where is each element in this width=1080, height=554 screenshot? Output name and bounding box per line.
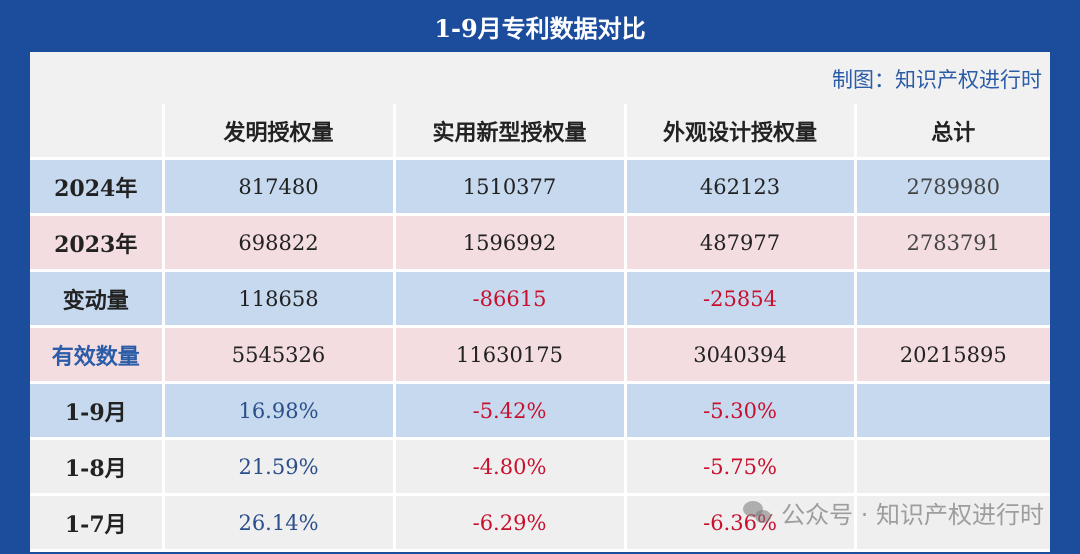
table-cell: 817480 — [163, 158, 396, 216]
watermark-text: 公众号 · 知识产权进行时 — [781, 501, 1044, 529]
table-row: 2023年 698822 1596992 487977 2783791 — [30, 214, 1050, 272]
table-cell: 2789980 — [855, 158, 1050, 216]
row-label: 1-8月 — [30, 438, 165, 496]
table-cell — [855, 270, 1050, 328]
table-row: 1-8月 21.59% -4.80% -5.75% — [30, 438, 1050, 496]
header-design: 外观设计授权量 — [625, 104, 857, 160]
table-cell: -5.42% — [394, 382, 627, 440]
table-cell — [855, 494, 1050, 552]
table-cell: 118658 — [163, 270, 396, 328]
header-utility-model: 实用新型授权量 — [394, 104, 627, 160]
row-label: 有效数量 — [30, 326, 165, 384]
table-cell: -4.80% — [394, 438, 627, 496]
table-cell: 3040394 — [625, 326, 857, 384]
table-row: 1-7月 26.14% -6.29% -6.36% — [30, 494, 1050, 552]
wechat-icon — [743, 500, 773, 525]
table-row: 1-9月 16.98% -5.42% -5.30% — [30, 382, 1050, 440]
table-cell: 5545326 — [163, 326, 396, 384]
table-cell: 698822 — [163, 214, 396, 272]
header-cell-corner — [30, 104, 165, 160]
row-label: 1-9月 — [30, 382, 165, 440]
table-cell: 1596992 — [394, 214, 627, 272]
table-row: 有效数量 5545326 11630175 3040394 20215895 — [30, 326, 1050, 384]
row-label: 2024年 — [30, 158, 165, 216]
row-label: 1-7月 — [30, 494, 165, 552]
table-cell: 26.14% — [163, 494, 396, 552]
table-cell: 1510377 — [394, 158, 627, 216]
header-invention: 发明授权量 — [163, 104, 396, 160]
table-cell: 21.59% — [163, 438, 396, 496]
table-cell: 20215895 — [855, 326, 1050, 384]
table-cell: 487977 — [625, 214, 857, 272]
table-panel: 制图：知识产权进行时 发明授权量 实用新型授权量 外观设计授权量 总计 2024… — [30, 52, 1050, 552]
table-title: 1-9月专利数据对比 — [434, 13, 646, 43]
table-cell — [855, 438, 1050, 496]
table-cell: -25854 — [625, 270, 857, 328]
table-cell: -5.30% — [625, 382, 857, 440]
table-cell: -86615 — [394, 270, 627, 328]
chart-credit: 制图：知识产权进行时 — [832, 68, 1042, 92]
table-cell: -6.29% — [394, 494, 627, 552]
table-cell: 462123 — [625, 158, 857, 216]
header-total: 总计 — [855, 104, 1050, 160]
table-cell: 2783791 — [855, 214, 1050, 272]
table-cell: 16.98% — [163, 382, 396, 440]
row-label: 2023年 — [30, 214, 165, 272]
table-cell: 11630175 — [394, 326, 627, 384]
table-row: 变动量 118658 -86615 -25854 — [30, 270, 1050, 328]
patent-data-table: 发明授权量 实用新型授权量 外观设计授权量 总计 2024年 817480 15… — [30, 104, 1050, 552]
table-cell: -5.75% — [625, 438, 857, 496]
table-cell — [855, 382, 1050, 440]
header-row: 发明授权量 实用新型授权量 外观设计授权量 总计 — [30, 104, 1050, 160]
row-label: 变动量 — [30, 270, 165, 328]
table-row: 2024年 817480 1510377 462123 2789980 — [30, 158, 1050, 216]
watermark: 公众号 · 知识产权进行时 — [743, 495, 1044, 530]
